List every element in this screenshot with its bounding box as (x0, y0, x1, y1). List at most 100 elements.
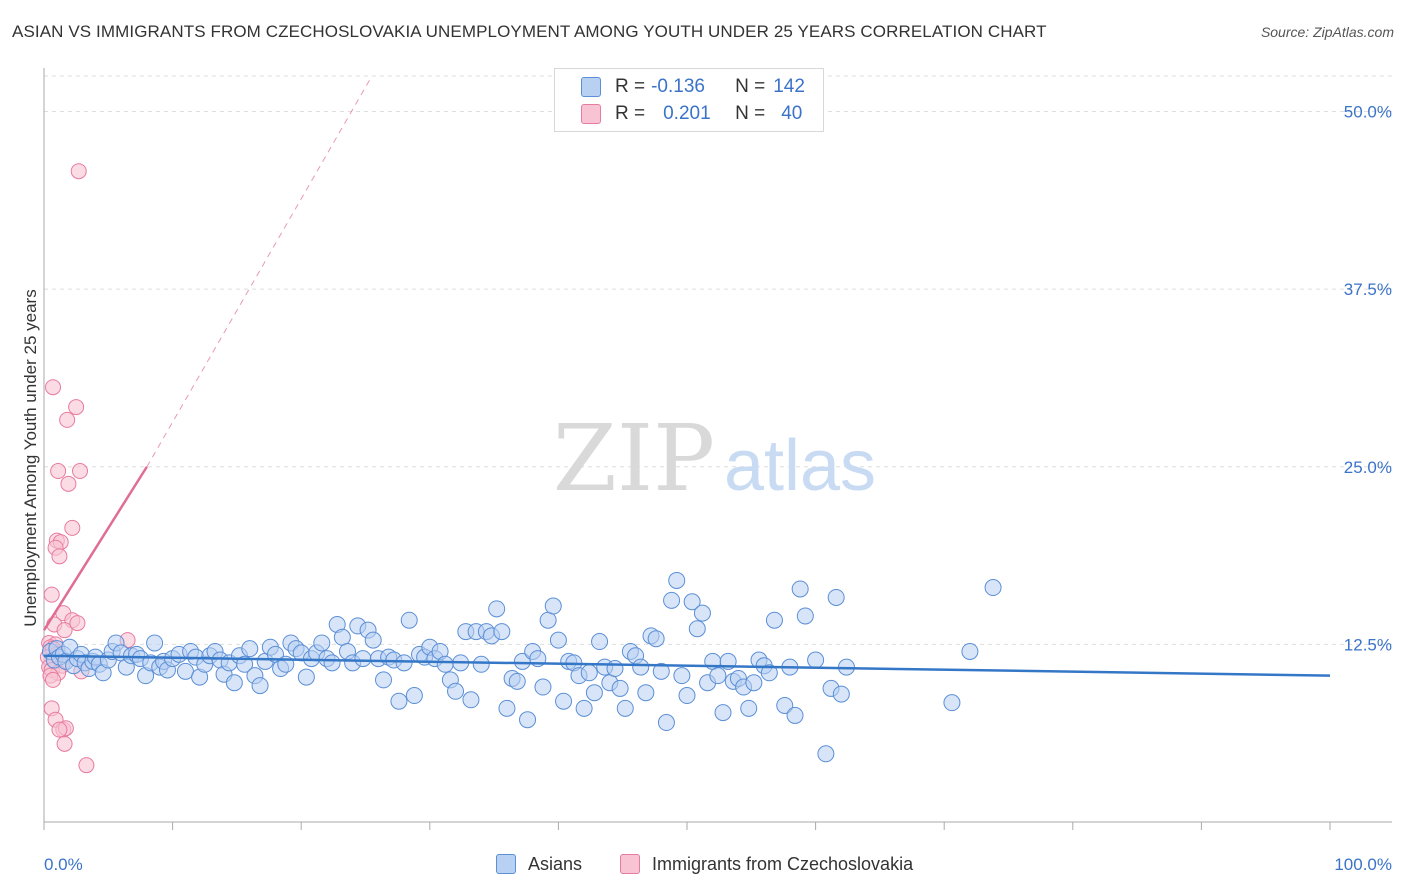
correlation-legend: R = -0.136 N = 142 R = 0.201 N = 40 (554, 68, 824, 132)
data-point-asian (555, 692, 573, 710)
data-point-czech (64, 519, 81, 536)
data-point-asian (364, 631, 382, 649)
data-point-czech (50, 463, 67, 480)
legend-row-czech: R = 0.201 N = 40 (581, 101, 802, 127)
legend-swatch-czech (581, 104, 601, 124)
data-point-czech (72, 463, 89, 480)
x-tick-label: 0.0% (44, 855, 83, 874)
data-point-asian (776, 696, 794, 714)
data-point-asian (647, 630, 665, 648)
data-point-asian (657, 714, 675, 732)
trend-line-czech-extension (146, 75, 373, 468)
data-point-asian (832, 685, 850, 703)
bottom-legend-swatch-czech (620, 854, 640, 874)
y-tick-label: 25.0% (1344, 458, 1392, 477)
data-point-czech (69, 615, 86, 632)
data-point-czech (68, 399, 85, 416)
data-point-asian (984, 579, 1002, 597)
data-point-asian (637, 684, 655, 702)
legend-r-label: R = (615, 103, 646, 124)
legend-n-value: 40 (781, 103, 803, 124)
data-point-czech (56, 622, 73, 639)
watermark: ZIP atlas (553, 405, 876, 512)
data-point-asian (786, 706, 804, 724)
data-point-asian (390, 692, 408, 710)
data-point-czech (78, 757, 95, 774)
legend-r-value: 0.201 (663, 103, 711, 124)
bottom-legend-label-asians: Asians (528, 853, 583, 874)
data-point-asian (519, 711, 537, 729)
y-tick-label: 37.5% (1344, 280, 1392, 299)
data-point-asian (791, 580, 809, 598)
legend-n-label: N = (735, 103, 766, 124)
legend-row-asians: R = -0.136 N = 142 (581, 74, 805, 100)
legend-n-value: 142 (773, 76, 805, 97)
data-point-asian (297, 668, 315, 686)
y-tick-label: 12.5% (1344, 635, 1392, 654)
data-point-asian (549, 631, 567, 649)
data-point-asian (472, 655, 490, 673)
data-point-asian (534, 678, 552, 696)
data-point-asian (652, 662, 670, 680)
data-point-asian (678, 687, 696, 705)
watermark-zip: ZIP (553, 405, 715, 512)
legend-swatch-asians (581, 77, 601, 97)
data-point-asian (544, 597, 562, 615)
data-point-asian (225, 674, 243, 692)
data-point-czech (59, 411, 76, 428)
data-point-asian (709, 667, 727, 685)
x-tick-label: 100.0% (1334, 855, 1392, 874)
data-point-asian (241, 640, 259, 658)
bottom-legend-label-czech: Immigrants from Czechoslovakia (652, 853, 914, 874)
source-label: Source: ZipAtlas.com (1260, 24, 1394, 40)
data-point-asian (462, 691, 480, 709)
data-point-asian (796, 607, 814, 625)
data-point-asian (740, 699, 758, 717)
data-point-asian (508, 672, 526, 690)
trend-lines (42, 75, 1331, 677)
data-point-czech (56, 735, 73, 752)
trend-line-asians (43, 654, 1331, 677)
data-point-asian (606, 660, 624, 678)
data-point-asian (498, 699, 516, 717)
y-axis-label: Unemployment Among Youth under 25 years (21, 289, 40, 626)
data-point-asian (668, 571, 686, 589)
data-point-asian (405, 687, 423, 705)
data-point-asian (333, 628, 351, 646)
data-point-czech (60, 475, 77, 492)
data-point-asian (663, 591, 681, 609)
data-point-asian (591, 633, 609, 651)
data-point-asian (488, 600, 506, 618)
data-point-asian (375, 671, 393, 689)
legend-r-value: -0.136 (651, 76, 705, 97)
data-point-asian (765, 611, 783, 629)
data-point-asian (146, 634, 164, 652)
data-point-asian (714, 704, 732, 722)
bottom-legend-czech[interactable]: Immigrants from Czechoslovakia (620, 852, 913, 876)
data-point-asian (447, 682, 465, 700)
legend-r-label: R = (615, 76, 646, 97)
data-point-asian (673, 667, 691, 685)
data-point-asian (616, 699, 634, 717)
bottom-legend-asians[interactable]: Asians (496, 852, 582, 876)
data-point-asian (683, 593, 701, 611)
data-point-asian (807, 651, 825, 669)
data-point-asian (176, 662, 194, 680)
watermark-atlas: atlas (724, 426, 876, 506)
data-point-asian (251, 677, 269, 695)
y-tick-label: 50.0% (1344, 103, 1392, 122)
data-point-asian (580, 664, 598, 682)
data-point-asian (400, 611, 418, 629)
data-point-czech (45, 379, 62, 396)
data-point-asian (236, 655, 254, 673)
data-point-asian (693, 604, 711, 622)
data-point-asian (539, 611, 557, 629)
data-point-czech (51, 548, 68, 565)
tick-labels: 12.5% 25.0% 37.5% 50.0% 0.0% 100.0% (44, 103, 1392, 874)
data-point-asian (632, 658, 650, 676)
series-czechoslovakia-points (39, 163, 136, 774)
trend-line-czech (42, 466, 148, 631)
data-point-asian (493, 623, 511, 641)
data-point-czech (70, 163, 87, 180)
